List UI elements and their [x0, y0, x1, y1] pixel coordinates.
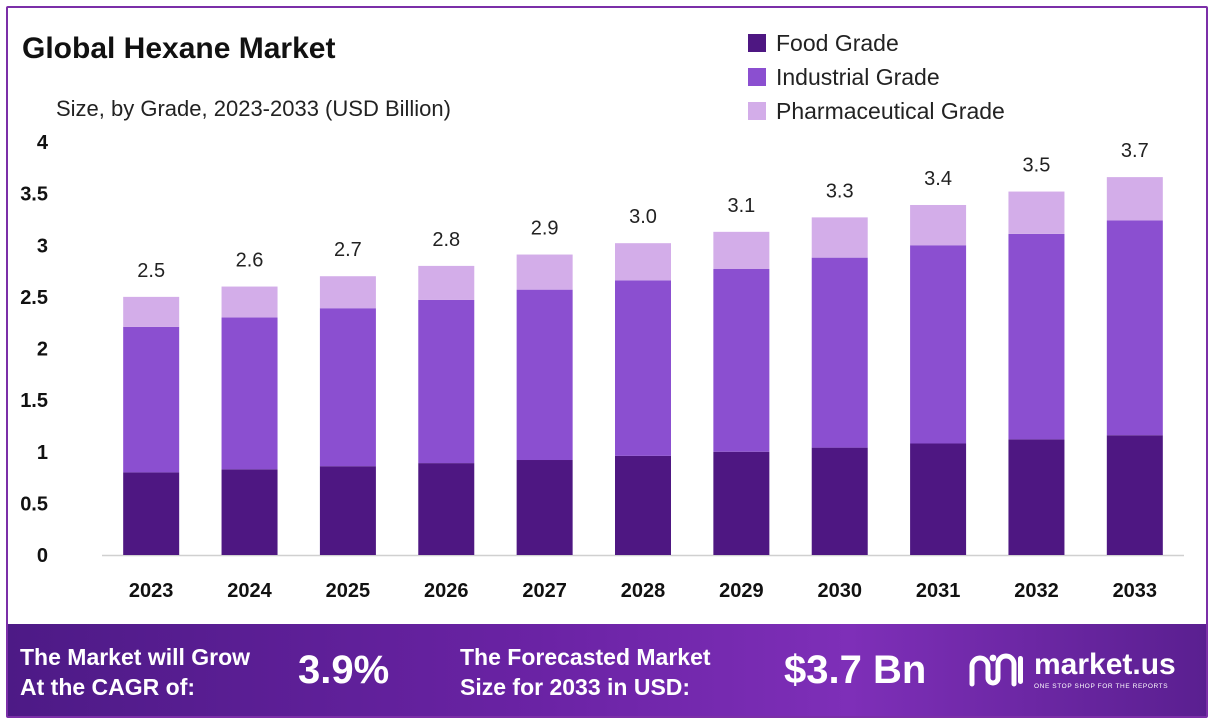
bar-segment-industrial-grade	[1106, 220, 1163, 436]
legend-item-food-grade: Food Grade	[748, 26, 1005, 60]
x-tick-label: 2029	[719, 580, 764, 602]
bar-segment-pharmaceutical-grade	[713, 231, 770, 269]
bar-segment-pharmaceutical-grade	[319, 276, 376, 309]
bar-segment-industrial-grade	[811, 257, 868, 448]
legend-label-industrial-grade: Industrial Grade	[776, 63, 940, 90]
bar-total-label: 3.5	[1023, 155, 1051, 177]
chart-title: Global Hexane Market	[22, 32, 336, 65]
legend: Food Grade Industrial Grade Pharmaceutic…	[748, 26, 1005, 128]
bar-segment-industrial-grade	[221, 317, 278, 470]
bar-segment-food-grade	[615, 455, 671, 555]
bar-segment-industrial-grade	[910, 245, 967, 444]
legend-label-food-grade: Food Grade	[776, 29, 899, 56]
bar-segment-industrial-grade	[418, 299, 475, 464]
cagr-caption-line2: At the CAGR of:	[20, 674, 196, 700]
bar-total-label: 2.9	[531, 218, 559, 240]
y-tick-label: 1.5	[20, 390, 48, 412]
bar-segment-food-grade	[319, 466, 376, 555]
y-tick-label: 3.5	[20, 184, 48, 206]
chart-subtitle: Size, by Grade, 2023-2033 (USD Billion)	[56, 96, 451, 121]
bar-segment-industrial-grade	[123, 326, 180, 473]
bar-segment-food-grade	[713, 451, 770, 555]
bar-segment-food-grade	[221, 469, 278, 555]
market-us-logo-icon	[969, 653, 1023, 687]
logo-name: market.us	[1034, 648, 1176, 681]
bar-total-label: 3.7	[1121, 140, 1149, 162]
x-tick-label: 2032	[1014, 580, 1059, 602]
bar-total-label: 3.4	[924, 168, 952, 190]
bar-total-label: 2.6	[236, 250, 264, 272]
y-tick-label: 2.5	[20, 287, 48, 309]
bar-segment-industrial-grade	[615, 280, 671, 456]
x-tick-label: 2026	[424, 580, 469, 602]
forecast-caption-line1: The Forecasted Market	[460, 644, 711, 670]
legend-swatch-pharmaceutical-grade	[748, 102, 766, 120]
bar-segment-food-grade	[1106, 435, 1163, 555]
bar-segment-pharmaceutical-grade	[1008, 191, 1065, 234]
legend-item-industrial-grade: Industrial Grade	[748, 60, 1005, 94]
bar-segment-food-grade	[1008, 439, 1065, 555]
legend-swatch-food-grade	[748, 34, 766, 52]
y-tick-label: 0	[37, 545, 48, 567]
forecast-value: $3.7 Bn	[784, 648, 927, 692]
logo-tagline: ONE STOP SHOP FOR THE REPORTS	[1034, 683, 1169, 690]
y-tick-label: 1	[37, 442, 48, 464]
bar-segment-industrial-grade	[713, 268, 770, 452]
bar-segment-pharmaceutical-grade	[811, 217, 868, 258]
bar-segment-food-grade	[910, 443, 967, 555]
bar-segment-pharmaceutical-grade	[418, 265, 475, 300]
bar-segment-food-grade	[516, 460, 573, 555]
bar-segment-pharmaceutical-grade	[516, 254, 573, 290]
y-tick-label: 4	[37, 132, 49, 154]
x-tick-label: 2024	[227, 580, 272, 602]
bar-total-label: 2.5	[137, 260, 165, 282]
x-tick-label: 2033	[1113, 580, 1158, 602]
bar-total-label: 3.1	[727, 195, 755, 217]
footer-banner: The Market will Grow At the CAGR of: 3.9…	[8, 624, 1206, 716]
market-us-logo[interactable]: market.us ONE STOP SHOP FOR THE REPORTS	[968, 650, 1176, 690]
bar-segment-pharmaceutical-grade	[1106, 177, 1163, 221]
y-tick-label: 3	[37, 235, 48, 257]
bar-segment-food-grade	[123, 472, 180, 555]
cagr-value: 3.9%	[298, 648, 390, 692]
legend-label-pharmaceutical-grade: Pharmaceutical Grade	[776, 97, 1005, 124]
y-tick-label: 2	[37, 339, 48, 361]
bar-segment-pharmaceutical-grade	[910, 204, 967, 246]
bar-total-label: 2.7	[334, 239, 362, 261]
legend-swatch-industrial-grade	[748, 68, 766, 86]
chart-frame: Global Hexane Market Size, by Grade, 202…	[6, 6, 1208, 718]
bar-total-label: 2.8	[432, 229, 460, 251]
cagr-caption: The Market will Grow At the CAGR of:	[20, 642, 250, 702]
bar-segment-food-grade	[418, 463, 475, 555]
cagr-caption-line1: The Market will Grow	[20, 644, 251, 670]
bar-segment-pharmaceutical-grade	[615, 243, 671, 281]
forecast-caption-line2: Size for 2033 in USD:	[460, 674, 691, 700]
x-tick-label: 2027	[522, 580, 567, 602]
x-tick-label: 2025	[326, 580, 371, 602]
bar-segment-industrial-grade	[516, 289, 573, 461]
forecast-caption: The Forecasted Market Size for 2033 in U…	[460, 642, 711, 702]
y-tick-label: 0.5	[20, 493, 48, 515]
x-tick-label: 2028	[621, 580, 666, 602]
x-tick-label: 2030	[817, 580, 862, 602]
x-tick-label: 2031	[916, 580, 961, 602]
bar-segment-industrial-grade	[1008, 233, 1065, 440]
x-tick-label: 2023	[129, 580, 174, 602]
stacked-bar-chart: 0 0.5 1 1.5 2 2.5 3 3.5 4 2.5 2023 2.6 2024 2.7 2025 2.…	[20, 132, 1184, 602]
legend-item-pharmaceutical-grade: Pharmaceutical Grade	[748, 94, 1005, 128]
bar-segment-food-grade	[811, 447, 868, 555]
bar-segment-pharmaceutical-grade	[123, 296, 180, 327]
bar-segment-industrial-grade	[319, 308, 376, 467]
bar-segment-pharmaceutical-grade	[221, 286, 278, 318]
bar-total-label: 3.0	[629, 206, 657, 228]
bar-total-label: 3.3	[826, 180, 854, 202]
